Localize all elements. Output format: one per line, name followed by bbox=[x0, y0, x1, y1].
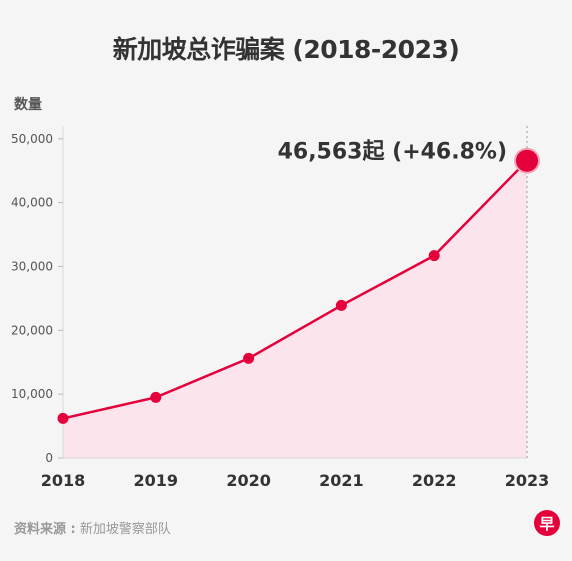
y-tick-label: 50,000 bbox=[11, 132, 53, 146]
x-tick-label: 2018 bbox=[41, 471, 86, 490]
area-fill bbox=[63, 160, 527, 459]
x-tick-label: 2019 bbox=[134, 471, 179, 490]
x-tick-label: 2021 bbox=[319, 471, 364, 490]
data-point bbox=[428, 250, 440, 262]
source-label: 资料来源 : bbox=[14, 522, 76, 537]
points-layer bbox=[57, 147, 540, 424]
y-axis-label: 数量 bbox=[14, 97, 42, 113]
y-tick-label: 10,000 bbox=[11, 387, 53, 401]
data-point bbox=[243, 352, 255, 364]
source-note: 资料来源 : 新加坡警察部队 bbox=[14, 518, 171, 537]
annotation-layer: 46,563起 (+46.8%) bbox=[278, 140, 507, 165]
last-point-annotation: 46,563起 (+46.8%) bbox=[278, 140, 507, 165]
y-tick-label: 20,000 bbox=[11, 323, 53, 337]
series-line bbox=[62, 159, 528, 420]
data-point bbox=[57, 412, 69, 424]
data-point bbox=[514, 147, 540, 174]
chart-title: 新加坡总诈骗案 (2018-2023) bbox=[112, 35, 460, 64]
x-tick-label: 2020 bbox=[226, 471, 271, 490]
data-point bbox=[335, 299, 347, 311]
zaobao-logo: 早 bbox=[534, 510, 560, 536]
x-tick-label: 2022 bbox=[412, 471, 457, 490]
source-text: 新加坡警察部队 bbox=[79, 522, 171, 537]
line-layer bbox=[62, 159, 528, 420]
data-point bbox=[150, 391, 162, 403]
area-layer bbox=[63, 160, 527, 459]
y-tick-label: 40,000 bbox=[11, 196, 53, 210]
axes-layer: 0 10,000 20,000 30,000 40,000 50,000 2018 2019 2… bbox=[11, 126, 549, 490]
y-tick-label: 0 bbox=[45, 451, 53, 465]
y-tick-label: 30,000 bbox=[11, 259, 53, 273]
x-tick-label: 2023 bbox=[505, 471, 550, 490]
